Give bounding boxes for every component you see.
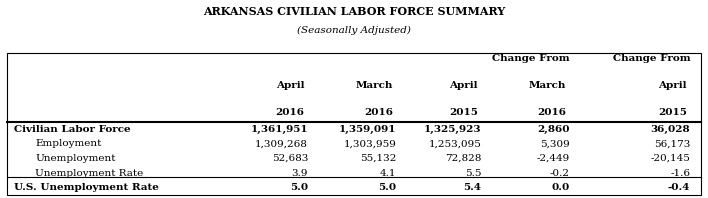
Text: 2,860: 2,860 [537,125,570,134]
Text: (Seasonally Adjusted): (Seasonally Adjusted) [297,26,411,35]
Text: April: April [276,81,304,90]
Text: 1,253,095: 1,253,095 [428,139,481,148]
Text: March: March [529,81,566,90]
Text: 56,173: 56,173 [654,139,690,148]
Text: 2016: 2016 [364,108,393,117]
Text: 2015: 2015 [449,108,478,117]
Text: Change From: Change From [612,54,690,63]
Text: 5.0: 5.0 [378,183,396,192]
Text: March: March [355,81,393,90]
Text: -20,145: -20,145 [651,154,690,163]
Text: 2016: 2016 [537,108,566,117]
Text: April: April [658,81,687,90]
Text: -0.4: -0.4 [668,183,690,192]
Text: Civilian Labor Force: Civilian Labor Force [14,125,131,134]
Text: 2015: 2015 [658,108,687,117]
Bar [7,53,701,195]
Text: 72,828: 72,828 [445,154,481,163]
Text: 4.1: 4.1 [380,168,396,178]
Text: 1,359,091: 1,359,091 [339,125,396,134]
Text: 36,028: 36,028 [651,125,690,134]
Text: -2,449: -2,449 [537,154,570,163]
Text: 0.0: 0.0 [552,183,570,192]
Text: April: April [450,81,478,90]
Text: -0.2: -0.2 [550,168,570,178]
Text: 5.4: 5.4 [464,183,481,192]
Text: 52,683: 52,683 [272,154,308,163]
Text: Unemployment Rate: Unemployment Rate [35,168,144,178]
Text: 5.5: 5.5 [465,168,481,178]
Text: Unemployment: Unemployment [35,154,116,163]
Text: 5.0: 5.0 [290,183,308,192]
Text: -1.6: -1.6 [670,168,690,178]
Text: ARKANSAS CIVILIAN LABOR FORCE SUMMARY: ARKANSAS CIVILIAN LABOR FORCE SUMMARY [203,6,505,17]
Text: 3.9: 3.9 [292,168,308,178]
Text: 1,325,923: 1,325,923 [424,125,481,134]
Text: 1,361,951: 1,361,951 [251,125,308,134]
Text: 2016: 2016 [275,108,304,117]
Text: Change From: Change From [492,54,570,63]
Text: 1,309,268: 1,309,268 [255,139,308,148]
Text: 5,309: 5,309 [540,139,570,148]
Text: U.S. Unemployment Rate: U.S. Unemployment Rate [14,183,159,192]
Text: Employment: Employment [35,139,102,148]
Text: 55,132: 55,132 [360,154,396,163]
Text: 1,303,959: 1,303,959 [343,139,396,148]
